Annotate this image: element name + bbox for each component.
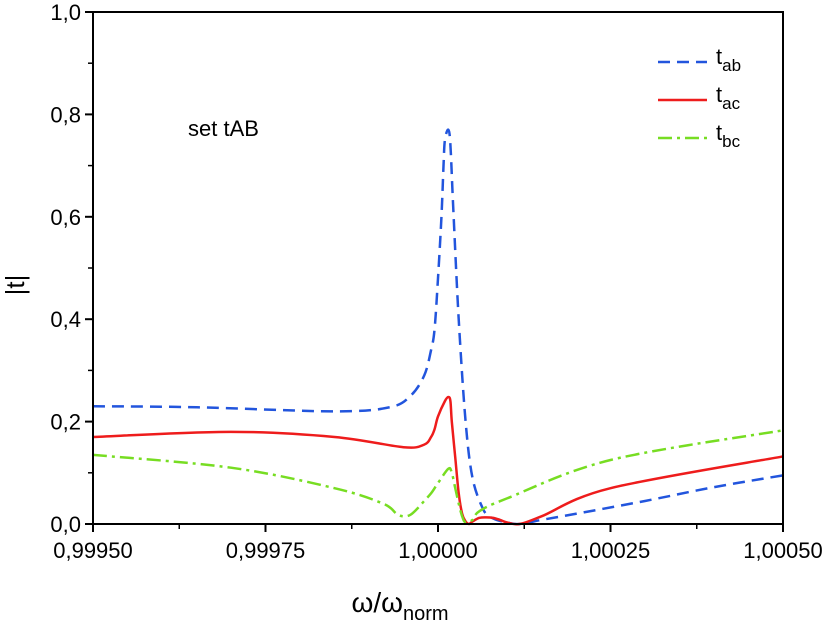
legend-label-t_ab: tab xyxy=(716,44,741,75)
x-axis-label-sub: norm xyxy=(403,603,449,625)
series-line-t_bc xyxy=(92,429,784,524)
legend-label-t_bc: tbc xyxy=(716,120,741,151)
y-axis-label: |t| xyxy=(0,275,30,296)
x-tick-label: 0,99975 xyxy=(226,538,306,563)
x-axis-label-main: ω/ω xyxy=(351,587,403,618)
y-tick-label: 0,4 xyxy=(50,307,81,332)
x-tick-label: 1,00025 xyxy=(571,538,651,563)
x-tick-label: 0,99950 xyxy=(53,538,133,563)
x-axis-label: ω/ωnorm xyxy=(351,587,448,625)
y-tick-label: 0,0 xyxy=(50,512,81,537)
annotation-set-label: set tAB xyxy=(188,116,259,141)
x-tick-label: 1,00050 xyxy=(743,538,823,563)
legend: tab tac tbc xyxy=(658,44,741,151)
y-tick-label: 0,2 xyxy=(50,410,81,435)
series-line-t_ab xyxy=(92,128,784,526)
x-tick-label: 1,00000 xyxy=(398,538,478,563)
y-tick-label: 0,8 xyxy=(50,102,81,127)
y-tick-label: 0,6 xyxy=(50,205,81,230)
legend-label-t_ac: tac xyxy=(716,82,741,113)
y-tick-label: 1,0 xyxy=(50,0,81,25)
series-line-t_ac xyxy=(92,395,784,526)
